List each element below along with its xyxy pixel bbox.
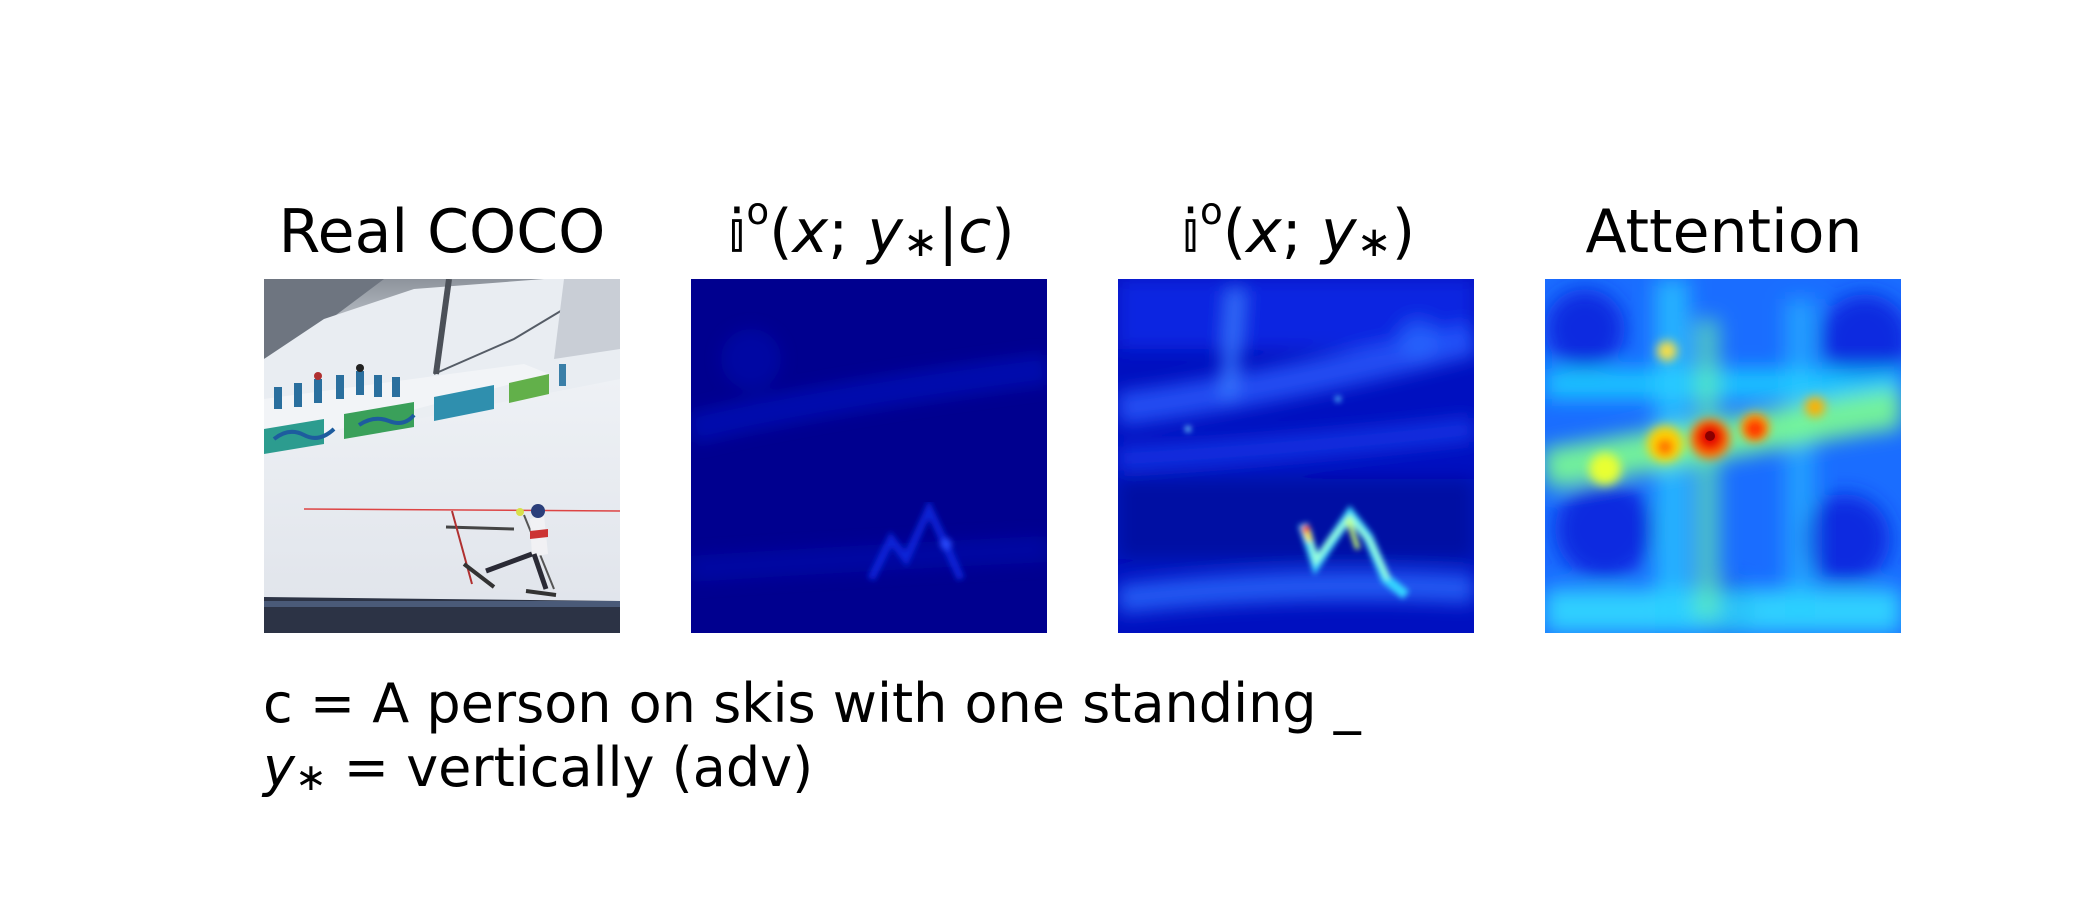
panel-title-unconditional-pmi: 𝕚o(x; y∗): [1178, 189, 1416, 267]
pmi-symbol: 𝕚: [1178, 197, 1200, 267]
panel-title-attention: Attention: [1585, 197, 1863, 267]
pmi-symbol: 𝕚: [725, 197, 747, 267]
conditional-pmi-heatmap: [691, 279, 1047, 633]
panel-title-real-coco: Real COCO: [278, 197, 606, 267]
attention-heatmap: [1545, 279, 1901, 633]
caption-target-word: y∗ = vertically (adv): [263, 736, 813, 800]
real-coco-image: [264, 279, 620, 633]
caption-context: c = A person on skis with one standing _: [263, 672, 1361, 736]
caption-target-text: = vertically (adv): [326, 736, 814, 799]
caption-context-var: c: [263, 672, 293, 735]
caption-context-text: = A person on skis with one standing _: [292, 672, 1361, 735]
unconditional-pmi-heatmap: [1118, 279, 1474, 633]
pmi-superscript: o: [746, 189, 770, 234]
panel-title-conditional-pmi: 𝕚o(x; y∗|c): [725, 189, 1015, 267]
pmi-superscript: o: [1199, 189, 1223, 234]
caption-target-var: y: [263, 736, 295, 799]
caption-target-sub: ∗: [294, 754, 327, 799]
